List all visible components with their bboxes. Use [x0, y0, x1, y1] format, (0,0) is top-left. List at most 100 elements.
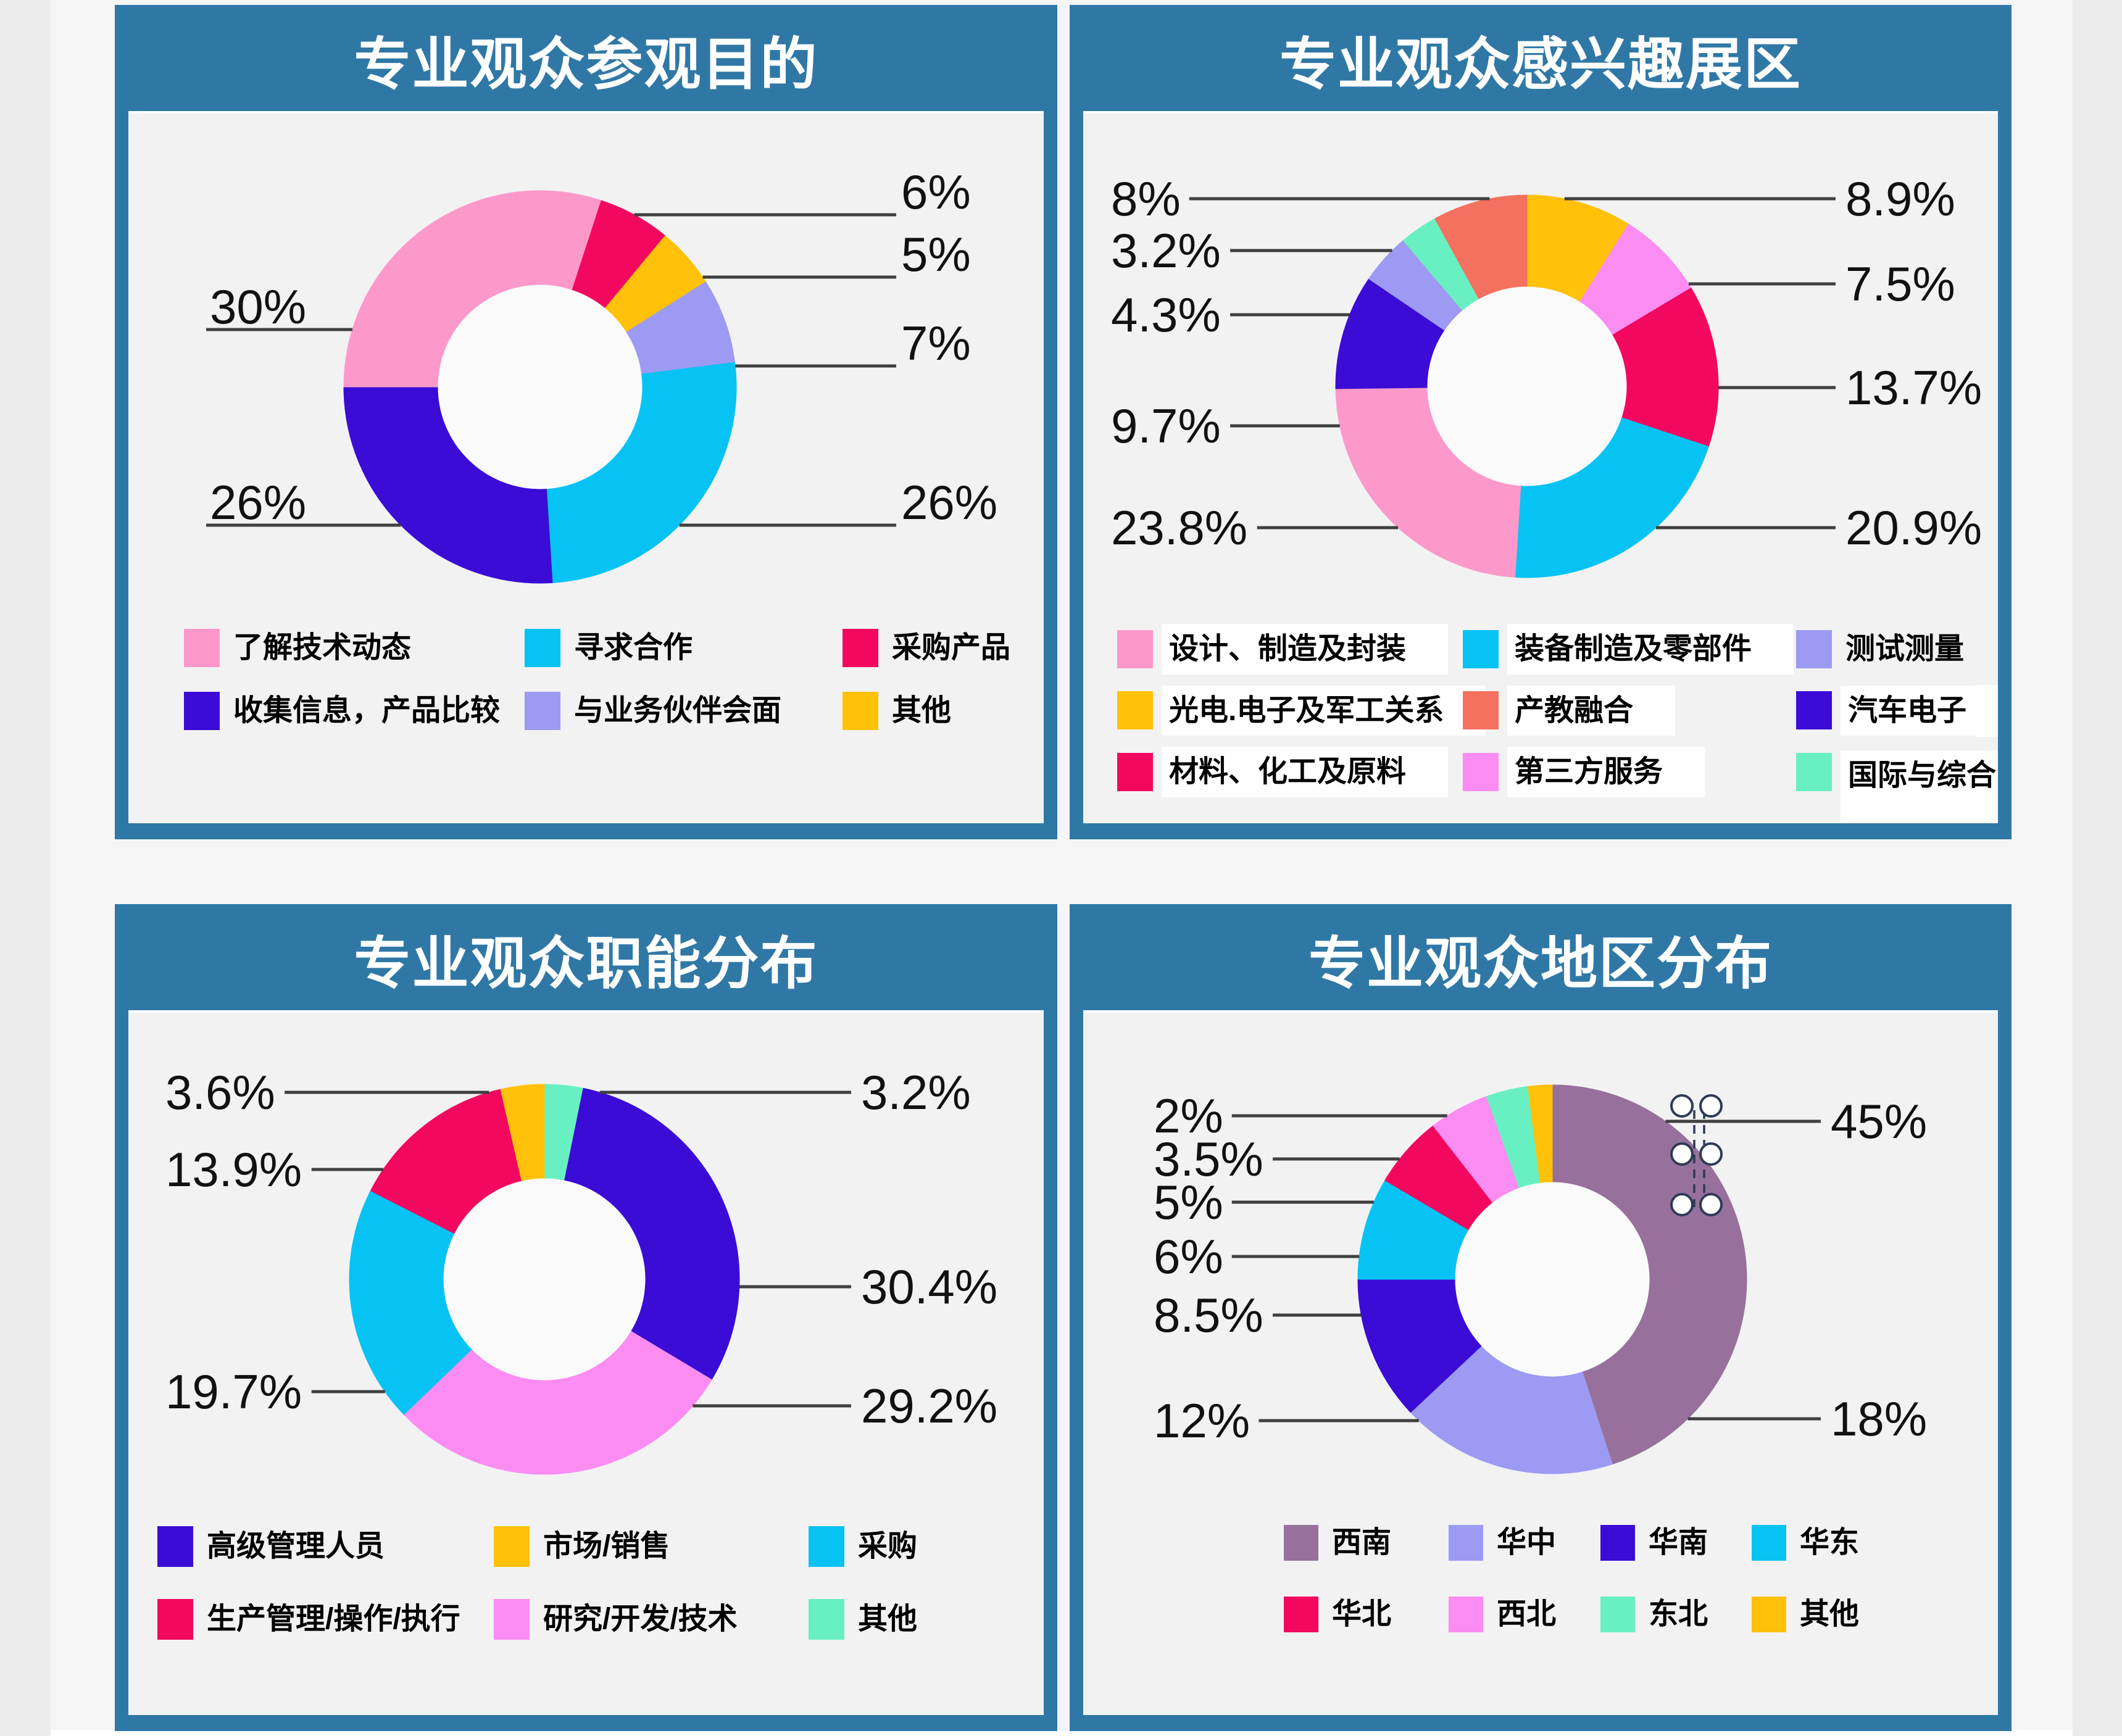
legend-item: 装备制造及零部件 [1463, 624, 1796, 675]
legend-label: 研究/开发/技术 [543, 1603, 738, 1636]
donut-chart-interest-zones: 8.9% 7.5% 13.7% 20.9% 23.8% 9.7% 4.3% 3.2%8% [1111, 172, 1982, 578]
legend-item: 与业务伙伴会面 [525, 692, 843, 730]
legend-swatch-mint [1796, 752, 1832, 791]
legend-swatch-gold [494, 1526, 530, 1567]
legend-swatch-cyan [1752, 1525, 1786, 1561]
panel-title-interest-zones: 专业观众感兴趣展区 [1083, 19, 1998, 111]
legend-label: 收集信息，产品比较 [233, 694, 501, 728]
percent-label: 8% [1111, 172, 1181, 226]
legend-item: 东北 [1600, 1597, 1752, 1632]
legend-item: 收集信息，产品比较 [184, 692, 525, 730]
legend-item: 高级管理人员 [157, 1526, 494, 1567]
legend-label: 其他 [1800, 1598, 1860, 1631]
legend-item: 国际与综合 [1796, 750, 1998, 823]
legend-swatch-indigo [1600, 1525, 1635, 1561]
panel-region: 专业观众地区分布 45% 18% 12% 8.5% 6% 5% 3.5% 2% 西南 华中 华南华… [1070, 904, 2012, 1731]
percent-label: 3.2% [861, 1065, 971, 1119]
legend-swatch-cyan [1463, 629, 1499, 668]
legend-item: 第三方服务 [1463, 747, 1796, 797]
legend-item: 华南 [1600, 1525, 1752, 1561]
legend-swatch-pink [1117, 629, 1153, 668]
percent-label: 8.5% [1154, 1288, 1263, 1342]
legend-label: 测试测量 [1845, 633, 1965, 665]
legend-swatch-violet [494, 1599, 530, 1640]
legend-swatch-pink [184, 629, 220, 667]
donut-slice [1515, 417, 1709, 578]
legend-swatch-indigo [157, 1526, 193, 1567]
panel-body-job-function: 3.2% 30.4% 29.2% 19.7% 13.9% 3.6% 高级管理人员 市场/销售… [128, 1010, 1044, 1715]
percent-label: 13.9% [165, 1142, 302, 1197]
legend-item: 其他 [1752, 1597, 1998, 1632]
legend-item: 西南 [1284, 1525, 1449, 1561]
legend-label: 采购 [858, 1530, 918, 1563]
legend-swatch-crimson [157, 1599, 193, 1640]
legend-swatch-indigo [1796, 691, 1832, 730]
panel-job-function: 专业观众职能分布 3.2% 30.4% 29.2% 19.7% 13.9% 3.6% 高级… [115, 904, 1057, 1731]
legend-label: 华北 [1332, 1598, 1392, 1631]
legend-swatch-gold [1752, 1597, 1786, 1632]
legend-swatch-indigo [184, 692, 220, 730]
legend-interest-zones: 设计、制造及封装 装备制造及零部件 测试测量 光电.电子及军工关系 产教融合 汽车电子 材料… [1083, 624, 1998, 823]
legend-label: 寻求合作 [574, 631, 693, 665]
legend-label: 第三方服务 [1507, 747, 1705, 797]
legend-item: 华北 [1284, 1597, 1449, 1632]
panel-interest-zones: 专业观众感兴趣展区 8.9% 7.5% 13.7% 20.9% 23.8% 9.7% 4.3… [1070, 5, 2012, 839]
legend-item: 市场/销售 [494, 1526, 809, 1567]
percent-label: 30.4% [861, 1260, 997, 1314]
donut-hole [442, 1177, 647, 1382]
percent-label: 7.5% [1845, 257, 1955, 311]
donut-hole [436, 283, 644, 491]
percent-label: 8.9% [1845, 172, 1955, 226]
legend-item: 生产管理/操作/执行 [157, 1599, 494, 1640]
legend-label: 产教融合 [1507, 685, 1676, 736]
legend-swatch-mint [1600, 1597, 1635, 1632]
panel-body-interest-zones: 8.9% 7.5% 13.7% 20.9% 23.8% 9.7% 4.3% 3.2% 8% 设计… [1083, 111, 1998, 823]
percent-label: 45% [1831, 1094, 1927, 1148]
legend-label: 生产管理/操作/执行 [207, 1603, 460, 1636]
legend-label: 其他 [858, 1603, 918, 1636]
donut-chart-region: 45% 18% 12% 8.5%6%5%3.5%2% [1154, 1084, 1927, 1474]
legend-label: 华南 [1649, 1526, 1708, 1559]
donut-slice [1357, 1279, 1482, 1413]
donut-slice [370, 1089, 522, 1234]
legend-swatch-gold [843, 692, 878, 730]
next-page-edge [51, 1730, 2073, 1736]
legend-item: 采购 [809, 1526, 1044, 1567]
legend-swatch-violet [1463, 752, 1499, 791]
legend-label: 市场/销售 [543, 1530, 670, 1563]
legend-swatch-periwinkle [1796, 629, 1832, 668]
percent-label: 6% [901, 165, 971, 219]
panel-title-visit-purpose: 专业观众参观目的 [128, 19, 1044, 111]
donut-slice [1434, 194, 1528, 299]
donut-slice [500, 1084, 545, 1181]
legend-label: 国际与综合 [1841, 750, 1998, 823]
legend-item: 研究/开发/技术 [494, 1599, 809, 1640]
legend-label: 华中 [1497, 1526, 1557, 1559]
legend-swatch-crimson [1284, 1597, 1318, 1632]
legend-label: 西南 [1332, 1526, 1392, 1559]
legend-swatch-mauve [1284, 1525, 1318, 1561]
clipped-legend-box [1976, 685, 1998, 737]
panel-body-region: 45% 18% 12% 8.5% 6% 5% 3.5% 2% 西南 华中 华南 华东 华北 西北 东北 其他 [1083, 1010, 1998, 1715]
legend-swatch-cyan [809, 1526, 844, 1567]
percent-label: 23.8% [1111, 500, 1247, 555]
legend-item: 材料、化工及原料 [1117, 747, 1463, 797]
legend-swatch-crimson [1117, 752, 1153, 791]
donut-chart-visit-purpose: 6% 5% 7% 26% 26% 30% [206, 165, 997, 584]
legend-item: 了解技术动态 [184, 629, 525, 667]
donut-slice [564, 1087, 740, 1381]
percent-label: 5% [1154, 1175, 1223, 1229]
legend-job-function: 高级管理人员 市场/销售 采购生产管理/操作/执行 研究/开发/技术 其他 [128, 1526, 1044, 1640]
donut-hole [1426, 285, 1628, 488]
percent-label: 20.9% [1845, 500, 1982, 555]
donut-slice [1410, 1345, 1613, 1474]
percent-label: 2% [1154, 1089, 1223, 1143]
donut-slice [343, 386, 553, 584]
donut-hole [1454, 1181, 1651, 1378]
legend-swatch-periwinkle [525, 692, 560, 730]
percent-label: 18% [1831, 1392, 1927, 1446]
legend-visit-purpose: 了解技术动态 寻求合作 采购产品 收集信息，产品比较 与业务伙伴会面 其他 [128, 629, 1044, 730]
legend-label: 汽车电子 [1841, 685, 1998, 736]
percent-label: 3.5% [1154, 1132, 1263, 1186]
percent-label: 4.3% [1111, 288, 1221, 342]
